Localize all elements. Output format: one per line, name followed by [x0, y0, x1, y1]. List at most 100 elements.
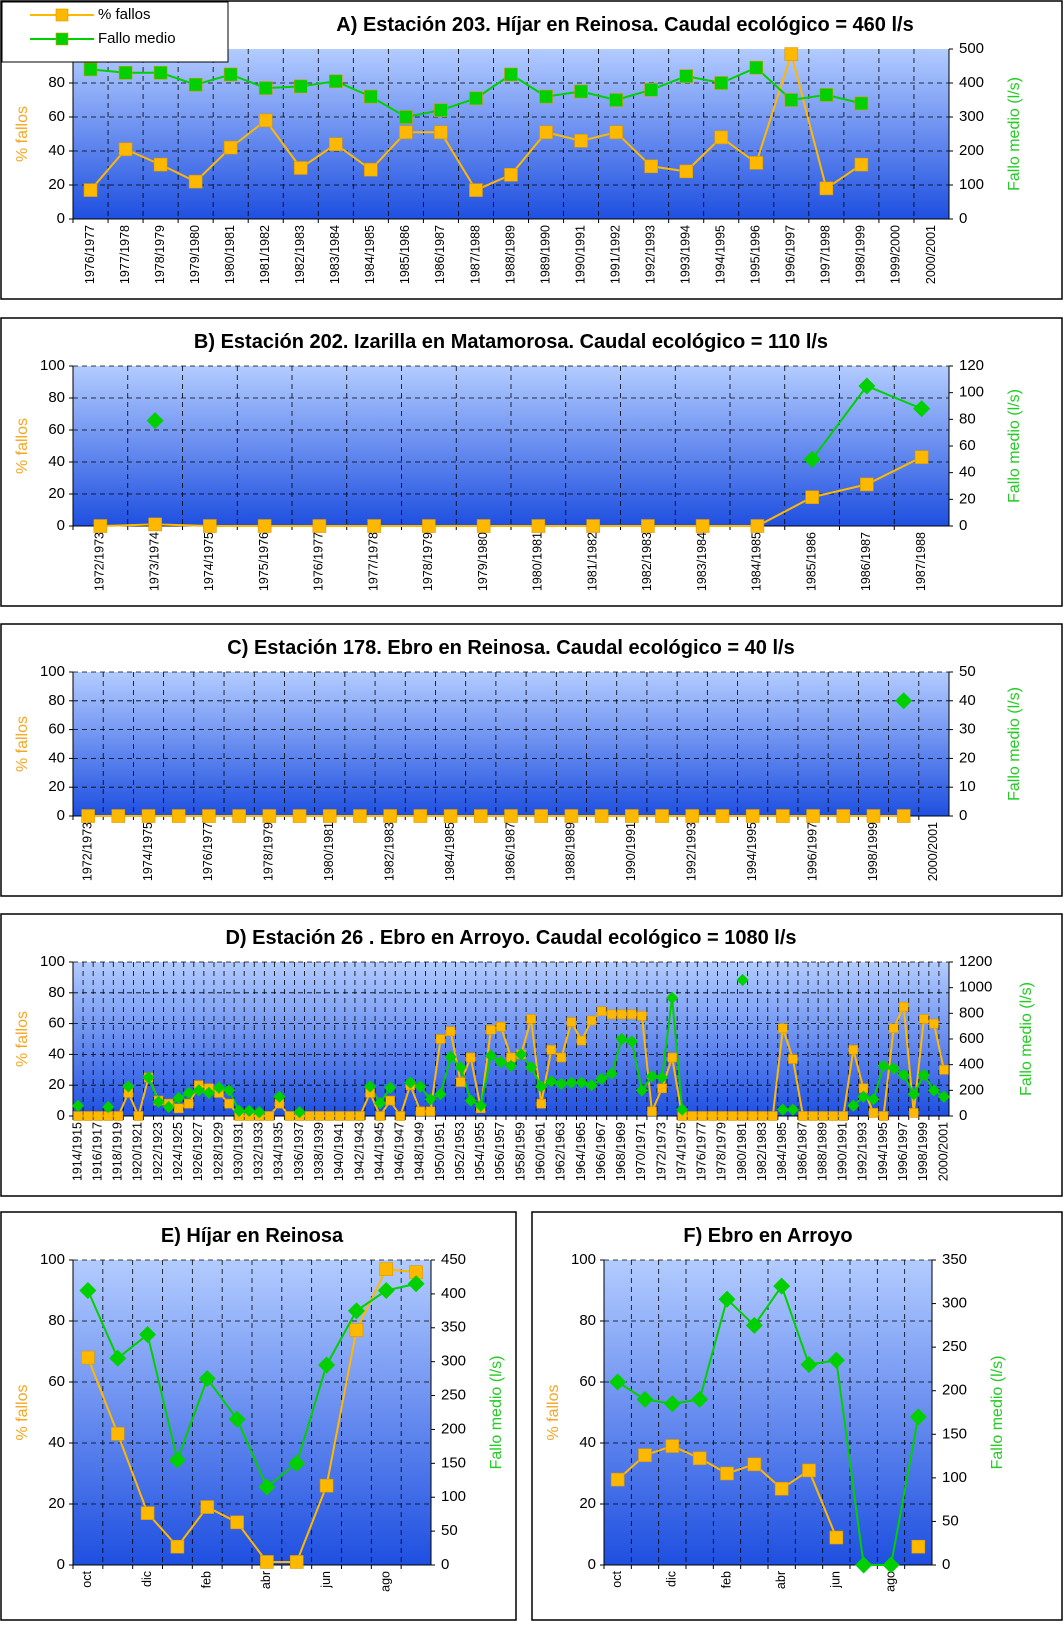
x-tick-label: 1978/1979 — [421, 532, 435, 591]
x-tick-label: 1974/1975 — [674, 1122, 688, 1181]
y2-tick-label: 50 — [959, 663, 976, 680]
marker — [707, 1111, 718, 1121]
marker — [866, 809, 881, 823]
marker — [663, 1395, 681, 1413]
x-tick-label: 1976/1977 — [695, 1122, 709, 1181]
x-tick-label: 2000/2001 — [924, 225, 938, 284]
marker — [911, 1539, 926, 1554]
y2-tick-label: 300 — [441, 1353, 466, 1370]
y2-tick-label: 100 — [942, 1469, 967, 1486]
y2-axis-label: Fallo medio (l/s) — [1006, 389, 1023, 503]
y2-tick-label: 350 — [441, 1319, 466, 1336]
y2-axis-label: Fallo medio (l/s) — [1006, 687, 1023, 801]
marker — [140, 1506, 155, 1520]
marker — [445, 1026, 456, 1037]
x-tick-label: 1995/1996 — [749, 225, 763, 284]
x-tick-label: 1930/1931 — [231, 1122, 245, 1181]
marker — [434, 103, 448, 117]
marker — [539, 89, 553, 104]
x-tick-label: 1946/1947 — [393, 1122, 407, 1181]
marker — [322, 809, 337, 823]
marker — [534, 809, 549, 823]
marker — [747, 1457, 762, 1472]
x-tick-label: 1975/1976 — [257, 532, 271, 591]
x-tick-label: 1932/1933 — [252, 1122, 266, 1181]
y2-tick-label: 0 — [959, 807, 967, 824]
marker — [798, 1111, 808, 1121]
x-tick-label: 1996/1997 — [784, 225, 798, 284]
y2-tick-label: 120 — [959, 357, 984, 374]
marker — [665, 991, 679, 1005]
x-tick-label: 1983/1984 — [695, 532, 709, 591]
x-tick-label: oct — [610, 1570, 624, 1587]
marker — [415, 1106, 426, 1117]
marker — [212, 1081, 226, 1094]
y-tick-label: 20 — [579, 1495, 596, 1512]
chart-panel: 0 20 40 60 80 0 100 200 300 400 500 1976/1977 1977/1… — [0, 0, 1063, 300]
y2-tick-label: 500 — [959, 40, 984, 57]
marker — [474, 1099, 487, 1112]
marker — [929, 1018, 939, 1029]
x-tick-label: 1994/1995 — [714, 225, 728, 284]
marker — [182, 1086, 195, 1100]
x-tick-label: 1984/1985 — [750, 532, 764, 591]
marker — [898, 1001, 909, 1012]
x-tick-label: 1981/1982 — [258, 225, 272, 284]
x-tick-label: abr — [259, 1571, 273, 1589]
x-tick-label: 1986/1987 — [433, 225, 447, 284]
marker — [913, 400, 931, 418]
marker — [715, 809, 730, 823]
marker — [379, 1262, 394, 1276]
marker — [576, 1035, 587, 1046]
marker — [399, 110, 413, 124]
marker — [784, 93, 799, 107]
y-axis-label: % fallos — [14, 106, 31, 162]
marker — [679, 69, 694, 83]
marker — [162, 1100, 175, 1114]
x-tick-label: 1984/1985 — [363, 225, 377, 284]
marker — [335, 1111, 345, 1121]
y-tick-label: 60 — [48, 1373, 65, 1390]
y-tick-label: 100 — [40, 663, 65, 680]
marker — [667, 1052, 677, 1063]
marker — [233, 1104, 246, 1117]
x-tick-label: 1979/1980 — [188, 225, 202, 284]
marker — [118, 66, 133, 80]
y-tick-label: 0 — [57, 210, 65, 227]
marker — [345, 1111, 355, 1121]
marker — [110, 1427, 125, 1441]
y2-tick-label: 0 — [959, 210, 967, 227]
marker — [355, 1111, 365, 1121]
marker — [556, 1052, 567, 1063]
marker — [697, 1111, 708, 1121]
marker — [73, 1111, 83, 1121]
marker — [476, 519, 491, 533]
marker — [83, 1111, 93, 1121]
y-tick-label: 60 — [48, 721, 65, 738]
legend-label: Fallo medio — [98, 30, 176, 47]
chart-title: E) Híjar en Reinosa — [161, 1225, 344, 1247]
marker — [907, 1088, 920, 1101]
marker — [854, 96, 869, 111]
chart-panel: 0 20 40 60 80 100 0 50 100 150 200 250 300 350 400 450 o… — [0, 1211, 517, 1621]
x-tick-label: 1976/1977 — [83, 225, 97, 284]
x-tick-label: 1976/1977 — [201, 822, 215, 881]
y-tick-label: 0 — [57, 807, 65, 824]
y-tick-label: 40 — [48, 1045, 65, 1062]
marker — [273, 1090, 286, 1103]
x-tick-label: 1936/1937 — [292, 1122, 306, 1181]
x-tick-label: 1990/1991 — [573, 225, 587, 284]
marker — [223, 67, 238, 82]
legend-label: % fallos — [98, 6, 151, 23]
chart-title: C) Estación 178. Ebro en Reinosa. Caudal… — [227, 637, 794, 659]
marker — [188, 77, 203, 92]
y-tick-label: 60 — [579, 1373, 596, 1390]
marker — [854, 157, 869, 172]
legend-marker — [55, 32, 69, 46]
y2-tick-label: 10 — [959, 778, 976, 795]
x-tick-label: 1991/1992 — [608, 225, 622, 284]
marker — [685, 809, 700, 823]
marker — [695, 519, 710, 533]
marker — [318, 1356, 336, 1374]
marker — [243, 1104, 256, 1117]
